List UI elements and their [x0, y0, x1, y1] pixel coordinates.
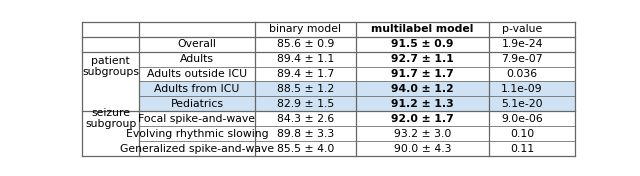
- Text: 85.5 ± 4.0: 85.5 ± 4.0: [276, 143, 334, 153]
- Text: 90.0 ± 4.3: 90.0 ± 4.3: [394, 143, 451, 153]
- Text: Adults: Adults: [180, 54, 214, 64]
- Text: 88.5 ± 1.2: 88.5 ± 1.2: [276, 84, 334, 94]
- Bar: [139, 81, 575, 96]
- Text: Evolving rhythmic slowing: Evolving rhythmic slowing: [125, 129, 268, 139]
- Text: patient
subgroups: patient subgroups: [83, 56, 140, 77]
- Text: 89.4 ± 1.1: 89.4 ± 1.1: [276, 54, 334, 64]
- Text: 1.9e-24: 1.9e-24: [501, 39, 543, 49]
- Text: 91.7 ± 1.7: 91.7 ± 1.7: [391, 69, 454, 79]
- Text: 94.0 ± 1.2: 94.0 ± 1.2: [391, 84, 454, 94]
- Text: seizure
subgroup: seizure subgroup: [85, 108, 136, 130]
- Text: 89.4 ± 1.7: 89.4 ± 1.7: [276, 69, 334, 79]
- Text: 84.3 ± 2.6: 84.3 ± 2.6: [276, 114, 334, 124]
- Text: 92.0 ± 1.7: 92.0 ± 1.7: [391, 114, 454, 124]
- Text: Adults from ICU: Adults from ICU: [154, 84, 240, 94]
- Text: 91.5 ± 0.9: 91.5 ± 0.9: [391, 39, 454, 49]
- Text: 89.8 ± 3.3: 89.8 ± 3.3: [276, 129, 334, 139]
- Text: Overall: Overall: [177, 39, 216, 49]
- Text: 0.11: 0.11: [510, 143, 534, 153]
- Text: 91.2 ± 1.3: 91.2 ± 1.3: [391, 99, 454, 109]
- Text: 7.9e-07: 7.9e-07: [501, 54, 543, 64]
- Text: Pediatrics: Pediatrics: [170, 99, 223, 109]
- Text: 0.036: 0.036: [506, 69, 538, 79]
- Text: 0.10: 0.10: [510, 129, 534, 139]
- Bar: [139, 96, 575, 111]
- Text: binary model: binary model: [269, 24, 341, 34]
- Text: 9.0e-06: 9.0e-06: [501, 114, 543, 124]
- Text: Focal spike-and-wave: Focal spike-and-wave: [138, 114, 255, 124]
- Text: p-value: p-value: [502, 24, 542, 34]
- Text: 1.1e-09: 1.1e-09: [501, 84, 543, 94]
- Text: 5.1e-20: 5.1e-20: [501, 99, 543, 109]
- Text: 85.6 ± 0.9: 85.6 ± 0.9: [276, 39, 334, 49]
- Text: 82.9 ± 1.5: 82.9 ± 1.5: [276, 99, 334, 109]
- Text: 92.7 ± 1.1: 92.7 ± 1.1: [391, 54, 454, 64]
- Text: 93.2 ± 3.0: 93.2 ± 3.0: [394, 129, 451, 139]
- Text: multilabel model: multilabel model: [371, 24, 474, 34]
- Text: Adults outside ICU: Adults outside ICU: [147, 69, 247, 79]
- Text: Generalized spike-and-wave: Generalized spike-and-wave: [120, 143, 274, 153]
